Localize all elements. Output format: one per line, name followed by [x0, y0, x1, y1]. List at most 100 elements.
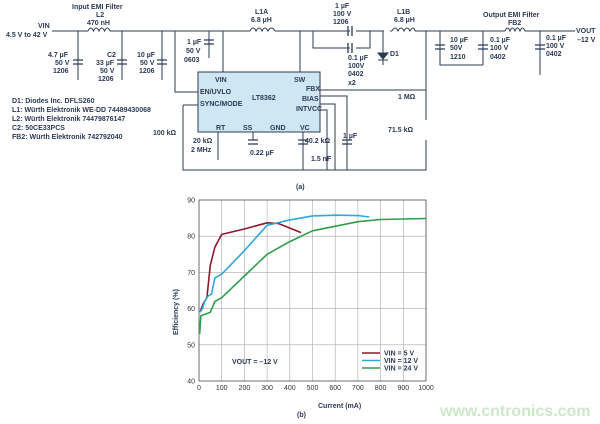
y-tick-label: 80	[187, 234, 195, 241]
r-fb2: 71.5 kΩ	[388, 127, 413, 134]
capacitors	[73, 26, 545, 145]
c2-value: 33 µF	[96, 60, 115, 67]
c-in4: 1 µF	[187, 39, 202, 46]
x-tick-label: 800	[375, 385, 387, 392]
c-out1-v: 50V	[450, 45, 463, 52]
l1a-ref: L1A	[255, 9, 268, 16]
pin-en: EN/UVLO	[200, 89, 232, 96]
r-c: 40.2 kΩ	[305, 138, 330, 145]
c-in1: 4.7 µF	[48, 52, 69, 59]
series-line	[198, 217, 427, 334]
caption-a: (a)	[296, 184, 305, 191]
c-c: 1.5 nF	[311, 156, 332, 163]
y-tick-label: 60	[187, 306, 195, 313]
c-coupling2-pkg: 0402	[348, 71, 364, 78]
c-in3-pkg: 1206	[139, 68, 155, 75]
x-tick-label: 700	[352, 385, 364, 392]
c-in3: 10 µF	[137, 52, 156, 59]
input-filter-title: Input EMI Filter	[72, 4, 123, 11]
x-tick-label: 400	[284, 385, 296, 392]
y-axis-label: Efficiency (%)	[173, 289, 180, 335]
x-tick-label: 1000	[418, 385, 434, 392]
vout-value: –12 V	[577, 37, 596, 44]
ic-lt8362	[197, 71, 321, 133]
watermark: www.cntronics.com	[439, 403, 591, 420]
c-intvcc: 1 µF	[343, 133, 358, 140]
vout-label: VOUT	[576, 28, 596, 35]
c-out1: 10 µF	[450, 37, 469, 44]
x-tick-label: 500	[307, 385, 319, 392]
bom-item: C2: 50CE33PCS	[12, 125, 65, 132]
bom-item: L1: Würth Elektronik WE-DD 74489430068	[12, 107, 151, 114]
output-filter-title: Output EMI Filter	[483, 12, 540, 19]
d1-ref: D1	[390, 51, 399, 58]
vin-label: VIN	[38, 23, 50, 30]
pin-ss: SS	[243, 125, 253, 132]
plot-frame	[198, 199, 427, 382]
c-coupling2-v: 100V	[348, 63, 365, 70]
c-ss: 0.22 µF	[250, 150, 275, 157]
c-out2-pkg: 0402	[490, 54, 506, 61]
c-coupling: 1 µF	[335, 3, 350, 10]
r-t: 20 kΩ	[193, 138, 213, 145]
diode-d1	[376, 52, 390, 61]
x-tick-label: 300	[261, 385, 273, 392]
c2-v: 50 V	[100, 68, 115, 75]
bom-item: FB2: Würth Elektronik 742792040	[12, 134, 123, 141]
legend-label: VIN = 12 V	[384, 358, 418, 365]
bom-list: D1: Diodes Inc. DFLS260 L1: Würth Elektr…	[12, 98, 151, 141]
bom-item: D1: Diodes Inc. DFLS260	[12, 98, 95, 105]
x-tick-label: 600	[329, 385, 341, 392]
pin-sw: SW	[294, 77, 306, 84]
c-out2: 0.1 µF	[490, 37, 511, 44]
efficiency-chart: 0 100 200 300 400 500 600 700 800 900 1000 40 50 60 70…	[187, 198, 434, 393]
x-tick-label: 200	[239, 385, 251, 392]
y-tick-label: 90	[187, 198, 195, 205]
c-coupling-pkg: 1206	[333, 19, 349, 26]
caption-b: (b)	[297, 412, 306, 419]
l1b-value: 6.8 µH	[394, 17, 415, 24]
vout-annotation: VOUT = –12 V	[232, 359, 278, 366]
c-out3-v: 100 V	[546, 43, 565, 50]
c-out2-v: 100 V	[490, 45, 509, 52]
y-tick-label: 70	[187, 270, 195, 277]
c-in4-pkg: 0603	[184, 57, 200, 64]
c-in4-v: 50 V	[186, 48, 201, 55]
pin-fbx: FBX	[306, 86, 320, 93]
pin-rt: RT	[216, 125, 226, 132]
c2-ref: C2	[107, 52, 116, 59]
x-tick-label: 900	[397, 385, 409, 392]
ic-name: LT8362	[252, 95, 276, 102]
r-t-freq: 2 MHz	[191, 147, 212, 154]
c-in3-v: 50 V	[140, 60, 155, 67]
l2-ref: L2	[96, 12, 104, 19]
c-in1-v: 50 V	[55, 60, 70, 67]
c2-pkg: 1206	[98, 76, 114, 83]
inductors	[87, 27, 526, 33]
fb2-ref: FB2	[508, 20, 521, 27]
c-coupling2: 0.1 µF	[348, 55, 369, 62]
x-axis-label: Current (mA)	[318, 403, 361, 410]
pin-sync: SYNC/MODE	[200, 101, 243, 108]
legend-label: VIN = 5 V	[384, 351, 414, 358]
c-out1-pkg: 1210	[450, 54, 466, 61]
pin-gnd: GND	[270, 125, 286, 132]
x-tick-label: 100	[216, 385, 228, 392]
r-fb1: 1 MΩ	[398, 94, 416, 101]
y-tick-label: 50	[187, 342, 195, 349]
pin-bias: BIAS	[302, 96, 319, 103]
y-tick-label: 40	[187, 379, 195, 386]
series-line	[199, 214, 370, 313]
c-in1-pkg: 1206	[53, 68, 69, 75]
c-coupling-v: 100 V	[333, 11, 352, 18]
l2-value: 470 nH	[87, 20, 110, 27]
l1b-ref: L1B	[397, 9, 410, 16]
r-sync: 100 kΩ	[153, 130, 177, 137]
pin-intvcc: INTVCC	[296, 106, 322, 113]
vin-range: 4.5 V to 42 V	[6, 32, 48, 39]
legend-label: VIN = 24 V	[384, 366, 418, 373]
l1a-value: 6.8 µH	[251, 17, 272, 24]
pin-vc: VC	[300, 125, 310, 132]
